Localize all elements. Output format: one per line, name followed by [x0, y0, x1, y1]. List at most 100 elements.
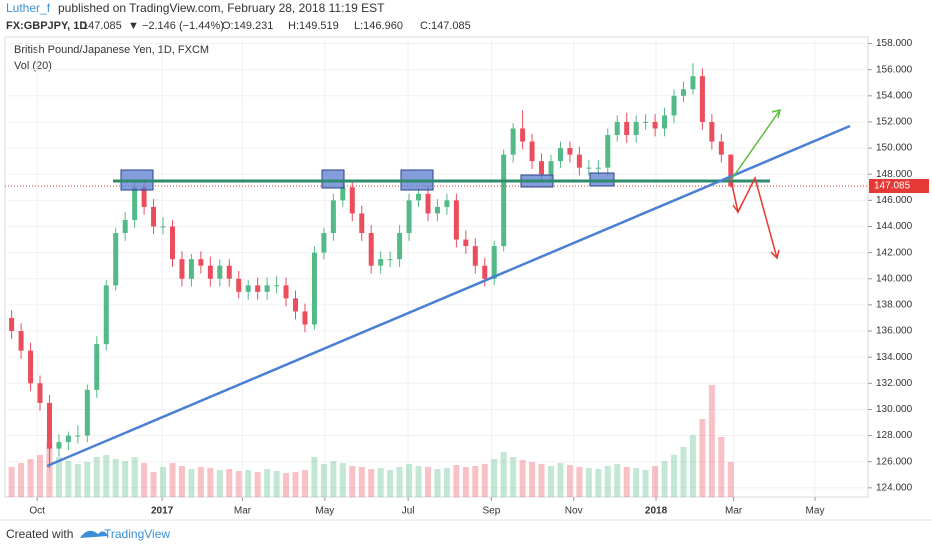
candle-body — [84, 389, 90, 436]
volume-bar — [529, 462, 536, 497]
volume-bar — [424, 467, 431, 497]
candle-body — [444, 200, 450, 207]
volume-bar — [74, 464, 81, 497]
x-tick-label: 2018 — [645, 506, 668, 517]
price-tag — [869, 179, 929, 193]
volume-bar — [207, 468, 214, 497]
ohlc: C:147.085 — [420, 20, 471, 32]
pane — [4, 36, 869, 498]
candle-body — [690, 76, 696, 90]
candle-body — [46, 402, 52, 449]
candle-body — [198, 259, 204, 266]
candle-body — [709, 121, 715, 142]
volume-bar — [301, 470, 308, 497]
candle-body — [557, 148, 563, 162]
y-tick-label: 124.000 — [876, 482, 913, 493]
volume-bar — [623, 467, 630, 497]
volume-bar — [8, 467, 15, 497]
ohlc: O:149.231 — [222, 20, 273, 32]
candle-body — [510, 128, 516, 155]
y-tick-label: 156.000 — [876, 64, 913, 75]
candle-body — [529, 141, 535, 162]
ohlc: L:146.960 — [354, 20, 403, 32]
volume-bar — [226, 469, 233, 497]
candle-body — [236, 278, 242, 292]
volume-bar — [585, 468, 592, 497]
arrow-head — [732, 203, 743, 214]
y-tick-label: 138.000 — [876, 300, 913, 311]
volume-bar — [642, 470, 649, 497]
y-tick-label: 144.000 — [876, 221, 913, 232]
y-tick-label: 158.000 — [876, 38, 913, 49]
y-tick-label: 142.000 — [876, 247, 913, 258]
candle-body — [56, 442, 62, 449]
candle-body — [245, 285, 251, 292]
volume-bar — [547, 466, 554, 497]
logo — [80, 530, 108, 538]
candle-body — [633, 121, 639, 136]
candle-body — [453, 200, 459, 240]
volume-bar — [150, 472, 157, 497]
candle-body — [595, 167, 601, 169]
candle-body — [255, 285, 261, 292]
volume-bar — [727, 462, 734, 497]
volume-bar — [368, 469, 375, 497]
candle-body — [586, 167, 592, 169]
volume-bar — [349, 466, 356, 497]
candle-body — [18, 331, 24, 351]
candle-body — [539, 161, 545, 175]
y-tick-label: 140.000 — [876, 273, 913, 284]
volume-bar — [443, 468, 450, 497]
volume-bar — [557, 463, 564, 497]
volume-bar — [84, 462, 91, 497]
candle-body — [671, 95, 677, 116]
candle-body — [368, 233, 374, 266]
volume-bar — [188, 469, 195, 497]
x-tick-label: Jul — [402, 506, 415, 517]
author[interactable]: Luther_f — [6, 1, 51, 15]
drawings — [5, 108, 868, 468]
volume-bar — [680, 447, 687, 497]
footer: Created with — [6, 527, 73, 541]
candle-body — [378, 259, 384, 266]
volume-bar — [273, 471, 280, 497]
candle-body — [548, 161, 554, 175]
arrow-head — [770, 249, 780, 260]
candle-body — [425, 193, 431, 214]
volume-bar — [65, 461, 72, 497]
candle-body — [605, 135, 611, 168]
last: 147.085 — [82, 20, 122, 32]
candle-body — [397, 233, 403, 260]
candle-body — [434, 206, 440, 214]
volume-bar — [406, 464, 413, 497]
candle-body — [718, 141, 724, 155]
volume-bar — [292, 472, 299, 497]
candle-body — [28, 350, 34, 384]
volume-bar — [491, 459, 498, 497]
volume-bar — [178, 466, 185, 497]
candle-body — [321, 233, 327, 253]
candle-body — [274, 285, 280, 287]
candle-body — [169, 226, 175, 260]
candle-body — [293, 298, 299, 312]
candle-body — [179, 259, 185, 279]
candle-body — [9, 317, 15, 332]
x-tick-label: Mar — [725, 506, 743, 517]
candle-body — [207, 265, 213, 279]
volume-bar — [614, 464, 621, 497]
y-tick-label: 148.000 — [876, 169, 913, 180]
symbol: FX:GBPJPY, 1D — [6, 20, 87, 32]
volume-bar — [604, 466, 611, 497]
arrow-head — [771, 108, 782, 119]
volume-bar — [453, 465, 460, 497]
volume-bar — [472, 466, 479, 497]
volume-bar — [718, 437, 725, 497]
candle-body — [614, 121, 620, 136]
volume-bar — [235, 471, 242, 497]
volume-bar — [122, 461, 129, 497]
volume-bar — [264, 469, 271, 497]
volume-bar — [46, 442, 53, 497]
y-tick-label: 136.000 — [876, 326, 913, 337]
candle-body — [652, 121, 658, 129]
